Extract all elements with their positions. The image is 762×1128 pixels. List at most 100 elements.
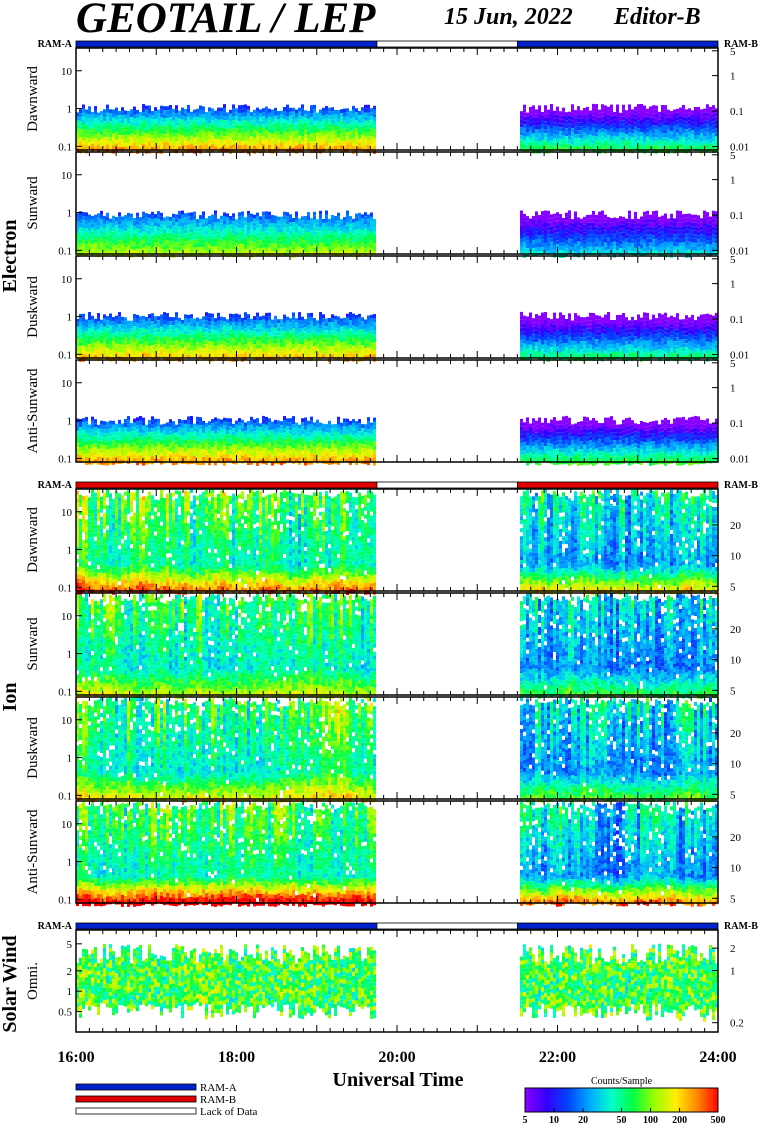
spectrogram-cell [175, 109, 178, 113]
spectrogram-cell [136, 241, 139, 245]
spectrogram-cell [361, 143, 364, 147]
spectrogram-cell [124, 127, 127, 131]
spectrogram-cell [280, 249, 283, 253]
spectrogram-cell [193, 339, 196, 343]
spectrogram-cell [271, 134, 274, 138]
spectrogram-cell [223, 116, 226, 120]
spectrogram-cell [190, 248, 193, 252]
spectrogram-cell [145, 337, 148, 341]
spectrogram-cell [247, 211, 250, 215]
spectrogram-cell [292, 218, 295, 222]
spectrogram-cell [649, 135, 652, 139]
spectrogram-cell [172, 333, 175, 337]
spectrogram-cell [139, 225, 142, 229]
spectrogram-cell [130, 214, 133, 218]
spectrogram-cell [151, 123, 154, 127]
spectrogram-cell [166, 248, 169, 252]
spectrogram-cell [277, 127, 280, 131]
spectrogram-cell [571, 239, 574, 243]
spectrogram-cell [313, 216, 316, 220]
spectrogram-cell [100, 227, 103, 231]
spectrogram-cell [355, 315, 358, 319]
spectrogram-cell [586, 215, 589, 219]
spectrogram-cell [577, 106, 580, 110]
spectrogram-cell [694, 119, 697, 123]
spectrogram-cell [628, 108, 631, 112]
spectrogram-cell [556, 216, 559, 220]
spectrogram-cell [109, 109, 112, 113]
spectrogram-cell [241, 322, 244, 326]
spectrogram-cell [214, 326, 217, 330]
spectrogram-cell [88, 316, 91, 320]
spectrogram-cell [664, 129, 667, 133]
spectrogram-cell [571, 144, 574, 148]
spectrogram-cell [337, 237, 340, 241]
spectrogram-cell [373, 239, 376, 243]
spectrogram-cell [97, 221, 100, 225]
spectrogram-cell [208, 127, 211, 131]
spectrogram-cell [127, 325, 130, 329]
spectrogram-cell [526, 145, 529, 149]
spectrogram-cell [295, 330, 298, 334]
spectrogram-cell [298, 316, 301, 320]
spectrogram-cell [553, 135, 556, 139]
spectrogram-cell [256, 321, 259, 325]
spectrogram-cell [349, 220, 352, 224]
spectrogram-cell [193, 122, 196, 126]
spectrogram-cell [196, 219, 199, 223]
spectrogram-cell [130, 341, 133, 345]
spectrogram-cell [640, 120, 643, 124]
spectrogram-cell [604, 142, 607, 146]
spectrogram-cell [211, 354, 214, 358]
spectrogram-cell [241, 113, 244, 117]
spectrogram-cell [604, 146, 607, 150]
spectrogram-cell [685, 234, 688, 238]
spectrogram-cell [247, 219, 250, 223]
spectrogram-cell [97, 213, 100, 217]
spectrogram-cell [568, 128, 571, 132]
spectrogram-cell [637, 108, 640, 112]
y-tick-label: 1 [67, 104, 73, 116]
spectrogram-cell [676, 141, 679, 145]
spectrogram-cell [256, 317, 259, 321]
spectrogram-cell [571, 116, 574, 120]
spectrogram-cell [658, 136, 661, 140]
spectrogram-cell [184, 217, 187, 221]
spectrogram-cell [349, 316, 352, 320]
spectrogram-cell [664, 125, 667, 129]
spectrogram-cell [643, 142, 646, 146]
spectrogram-cell [214, 111, 217, 115]
spectrogram-cell [307, 317, 310, 321]
spectrogram-cell [349, 244, 352, 248]
spectrogram-cell [646, 121, 649, 125]
spectrogram-cell [352, 227, 355, 231]
spectrogram-cell [583, 124, 586, 128]
spectrogram-cell [355, 339, 358, 343]
spectrogram-cell [529, 223, 532, 227]
spectrogram-cell [229, 342, 232, 346]
spectrogram-cell [520, 312, 523, 316]
spectrogram-cell [601, 211, 604, 215]
spectrogram-cell [331, 135, 334, 139]
spectrogram-cell [601, 132, 604, 136]
spectrogram-cell [277, 249, 280, 253]
spectrogram-cell [268, 224, 271, 228]
spectrogram-cell [313, 236, 316, 240]
spectrogram-cell [373, 342, 376, 346]
spectrogram-cell [100, 219, 103, 223]
spectrogram-cell [82, 125, 85, 129]
spectrogram-cell [364, 232, 367, 236]
spectrogram-cell [679, 223, 682, 227]
spectrogram-cell [586, 135, 589, 139]
spectrogram-cell [94, 227, 97, 231]
spectrogram-cell [544, 105, 547, 109]
spectrogram-cell [574, 114, 577, 118]
spectrogram-cell [109, 334, 112, 338]
spectrogram-cell [121, 353, 124, 357]
spectrogram-cell [535, 247, 538, 251]
spectrogram-cell [322, 128, 325, 132]
spectrogram-cell [688, 214, 691, 218]
spectrogram-cell [634, 220, 637, 224]
spectrogram-cell [373, 146, 376, 150]
spectrogram-cell [679, 215, 682, 219]
